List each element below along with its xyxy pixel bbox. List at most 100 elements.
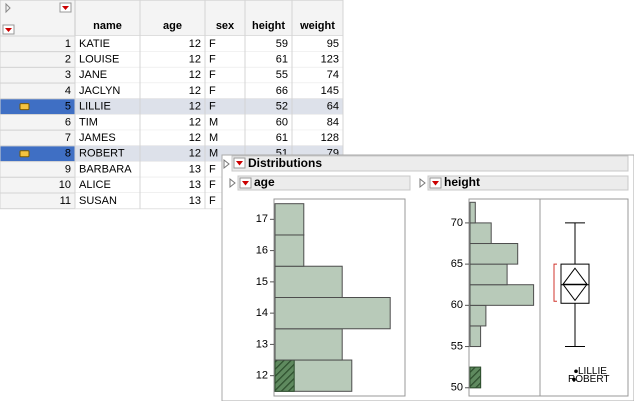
- nav-arrow[interactable]: [5, 2, 11, 14]
- shortest-half: [553, 263, 557, 302]
- cell: 13: [189, 179, 201, 191]
- row-header[interactable]: [0, 129, 76, 147]
- cell: F: [209, 101, 216, 113]
- row-header[interactable]: [0, 66, 76, 84]
- disclosure-icon[interactable]: [419, 177, 426, 189]
- cell: 61: [276, 53, 288, 65]
- cell: M: [209, 148, 218, 160]
- panel-title: height: [444, 175, 480, 189]
- y-tick-label: 15: [256, 276, 268, 288]
- y-tick-label: 16: [256, 245, 268, 257]
- disclosure-icon[interactable]: [223, 158, 230, 170]
- cell: 12: [189, 85, 201, 97]
- cell: 55: [276, 69, 288, 81]
- disclosure-icon[interactable]: [229, 177, 236, 189]
- distributions-window: Distributions age 12 13 14 15 16 17 height 50 55 6…: [221, 154, 634, 401]
- histogram-bar: [274, 265, 343, 299]
- y-tick-label: 13: [256, 338, 268, 350]
- cell: M: [209, 116, 218, 128]
- cell: 66: [276, 85, 288, 97]
- histogram-bar: [469, 263, 508, 286]
- histogram-bar: [469, 243, 519, 265]
- window-title: Distributions: [248, 156, 322, 170]
- row-header[interactable]: [0, 161, 76, 178]
- row-header[interactable]: [0, 192, 76, 210]
- cell: F: [209, 38, 216, 50]
- cell: KATIE: [79, 38, 110, 50]
- cell: 60: [276, 116, 288, 128]
- y-tick-label: 55: [451, 340, 463, 352]
- row-bg: [0, 67, 343, 84]
- cell: LILLIE: [79, 101, 111, 113]
- histogram-bar: [469, 222, 492, 245]
- column-label: height: [252, 20, 285, 32]
- row-number: 7: [65, 132, 71, 144]
- y-tick-label: 14: [256, 307, 268, 319]
- row-number: 8: [65, 148, 71, 160]
- cell: 13: [189, 195, 201, 207]
- panel-title: age: [254, 175, 275, 189]
- cell: ROBERT: [79, 148, 125, 160]
- selected-bar: [274, 359, 295, 392]
- row-number: 11: [60, 195, 71, 207]
- cell: F: [209, 195, 216, 207]
- column-label: name: [93, 20, 122, 32]
- y-tick-label: 60: [451, 299, 463, 311]
- column-header[interactable]: [204, 0, 246, 37]
- selected-bar: [469, 366, 482, 389]
- cell: F: [209, 179, 216, 191]
- cell: TIM: [79, 116, 98, 128]
- row-number: 2: [65, 53, 71, 65]
- cell: BARBARA: [79, 163, 132, 175]
- cell: M: [209, 132, 218, 144]
- row-header[interactable]: [0, 114, 76, 131]
- row-bg: [0, 114, 343, 131]
- cell: 52: [276, 101, 288, 113]
- cell: 64: [327, 101, 339, 113]
- cell: 12: [189, 101, 201, 113]
- outlier[interactable]: [572, 377, 576, 382]
- cell: 61: [276, 132, 288, 144]
- menu-icon: [5, 28, 12, 32]
- outline-header: [231, 155, 629, 172]
- histogram-bar: [469, 284, 535, 306]
- histogram-bar: [274, 328, 343, 361]
- cell: 12: [189, 69, 201, 81]
- row-bg: [0, 36, 343, 52]
- mean-diamond: [562, 267, 588, 302]
- row-bg: [0, 98, 343, 115]
- menu-icon: [242, 181, 249, 186]
- row-number: 6: [65, 116, 71, 128]
- row-number: 10: [59, 179, 71, 191]
- outlier-label: LILLIE: [578, 366, 607, 377]
- cell: JACLYN: [79, 85, 120, 97]
- cell: 12: [189, 132, 201, 144]
- cell: 123: [321, 53, 339, 65]
- row-header[interactable]: [0, 35, 76, 53]
- row-number: 3: [65, 69, 71, 81]
- histogram-bar: [469, 325, 482, 348]
- row-header[interactable]: [0, 145, 76, 163]
- row-bg: [0, 51, 343, 68]
- y-tick-label: 65: [451, 258, 463, 270]
- cell: 84: [327, 116, 339, 128]
- outlier[interactable]: [574, 369, 578, 374]
- histogram-bar: [469, 304, 487, 327]
- histogram-bar: [469, 201, 476, 224]
- cell: 145: [321, 85, 339, 97]
- cell: 128: [321, 132, 339, 144]
- row-marker: [19, 150, 30, 158]
- row-header[interactable]: [0, 82, 76, 100]
- column-label: weight: [299, 20, 335, 32]
- cell: F: [209, 85, 216, 97]
- column-label: age: [163, 20, 182, 32]
- row-header[interactable]: [0, 98, 76, 116]
- cell: F: [209, 53, 216, 65]
- row-header[interactable]: [0, 51, 76, 68]
- row-number: 9: [65, 163, 71, 175]
- row-marker: [19, 103, 30, 111]
- menu-icon: [432, 181, 439, 186]
- cell: SUSAN: [79, 195, 117, 207]
